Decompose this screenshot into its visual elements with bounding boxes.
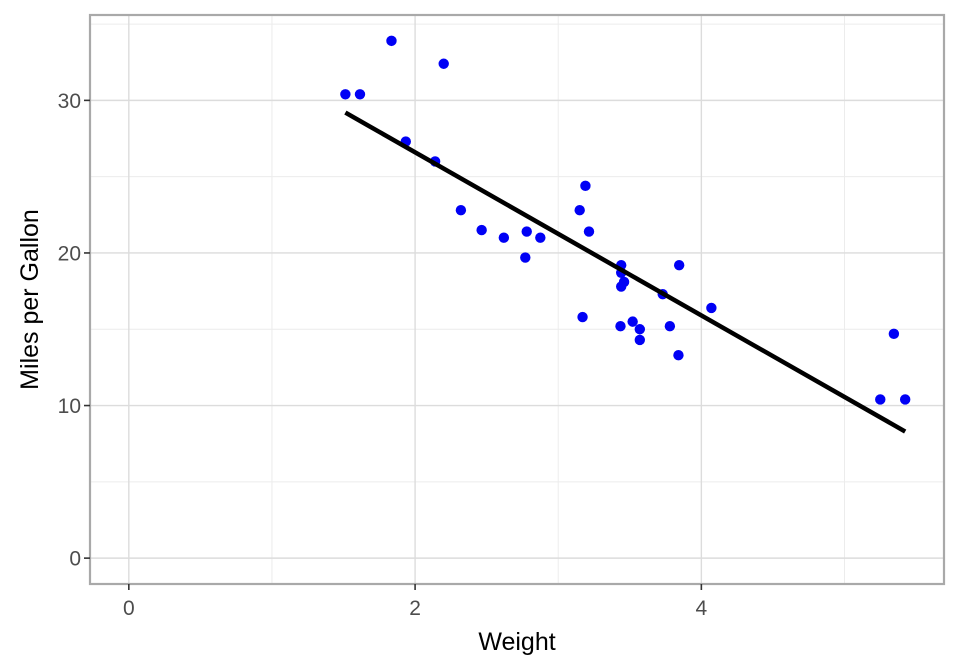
data-point — [535, 232, 546, 243]
data-point — [673, 349, 684, 361]
data-point — [580, 180, 591, 192]
y-tick-label: 10 — [58, 395, 81, 418]
data-point — [574, 205, 585, 216]
data-point — [583, 226, 595, 237]
x-tick-label: 2 — [409, 597, 421, 620]
data-point — [455, 205, 467, 216]
y-tick-label: 0 — [69, 548, 81, 571]
data-point — [888, 328, 900, 340]
data-point — [520, 252, 531, 263]
data-point — [498, 232, 510, 243]
data-point — [386, 35, 397, 47]
panel-border — [88, 13, 946, 586]
data-point — [634, 334, 646, 346]
data-point — [615, 321, 626, 332]
x-tick-label: 4 — [696, 597, 708, 620]
data-point — [875, 394, 886, 405]
data-point — [521, 226, 532, 237]
data-point — [634, 324, 646, 335]
data-point — [340, 89, 351, 100]
regression-line — [344, 110, 907, 434]
y-tick-label: 30 — [58, 90, 81, 113]
y-axis-title: Miles per Gallon — [16, 209, 44, 390]
x-axis-tick-labels: 0 2 4 — [123, 597, 708, 620]
y-tick-label: 20 — [58, 242, 81, 265]
data-point — [673, 259, 685, 271]
data-point — [438, 58, 449, 69]
data-point — [627, 316, 638, 327]
data-point — [664, 321, 676, 332]
major-gridlines — [90, 15, 944, 584]
axis-tick-marks — [84, 99, 703, 590]
data-point — [899, 394, 911, 405]
data-point — [577, 311, 588, 323]
plot-panel-background — [90, 15, 944, 584]
data-point — [616, 281, 627, 292]
data-point — [476, 224, 487, 236]
x-tick-label: 0 — [123, 597, 135, 620]
data-point — [706, 302, 717, 314]
y-axis-tick-labels: 0 10 20 30 — [58, 90, 81, 571]
data-point — [354, 89, 366, 100]
minor-gridlines — [90, 15, 944, 584]
x-axis-title: Weight — [478, 628, 555, 656]
